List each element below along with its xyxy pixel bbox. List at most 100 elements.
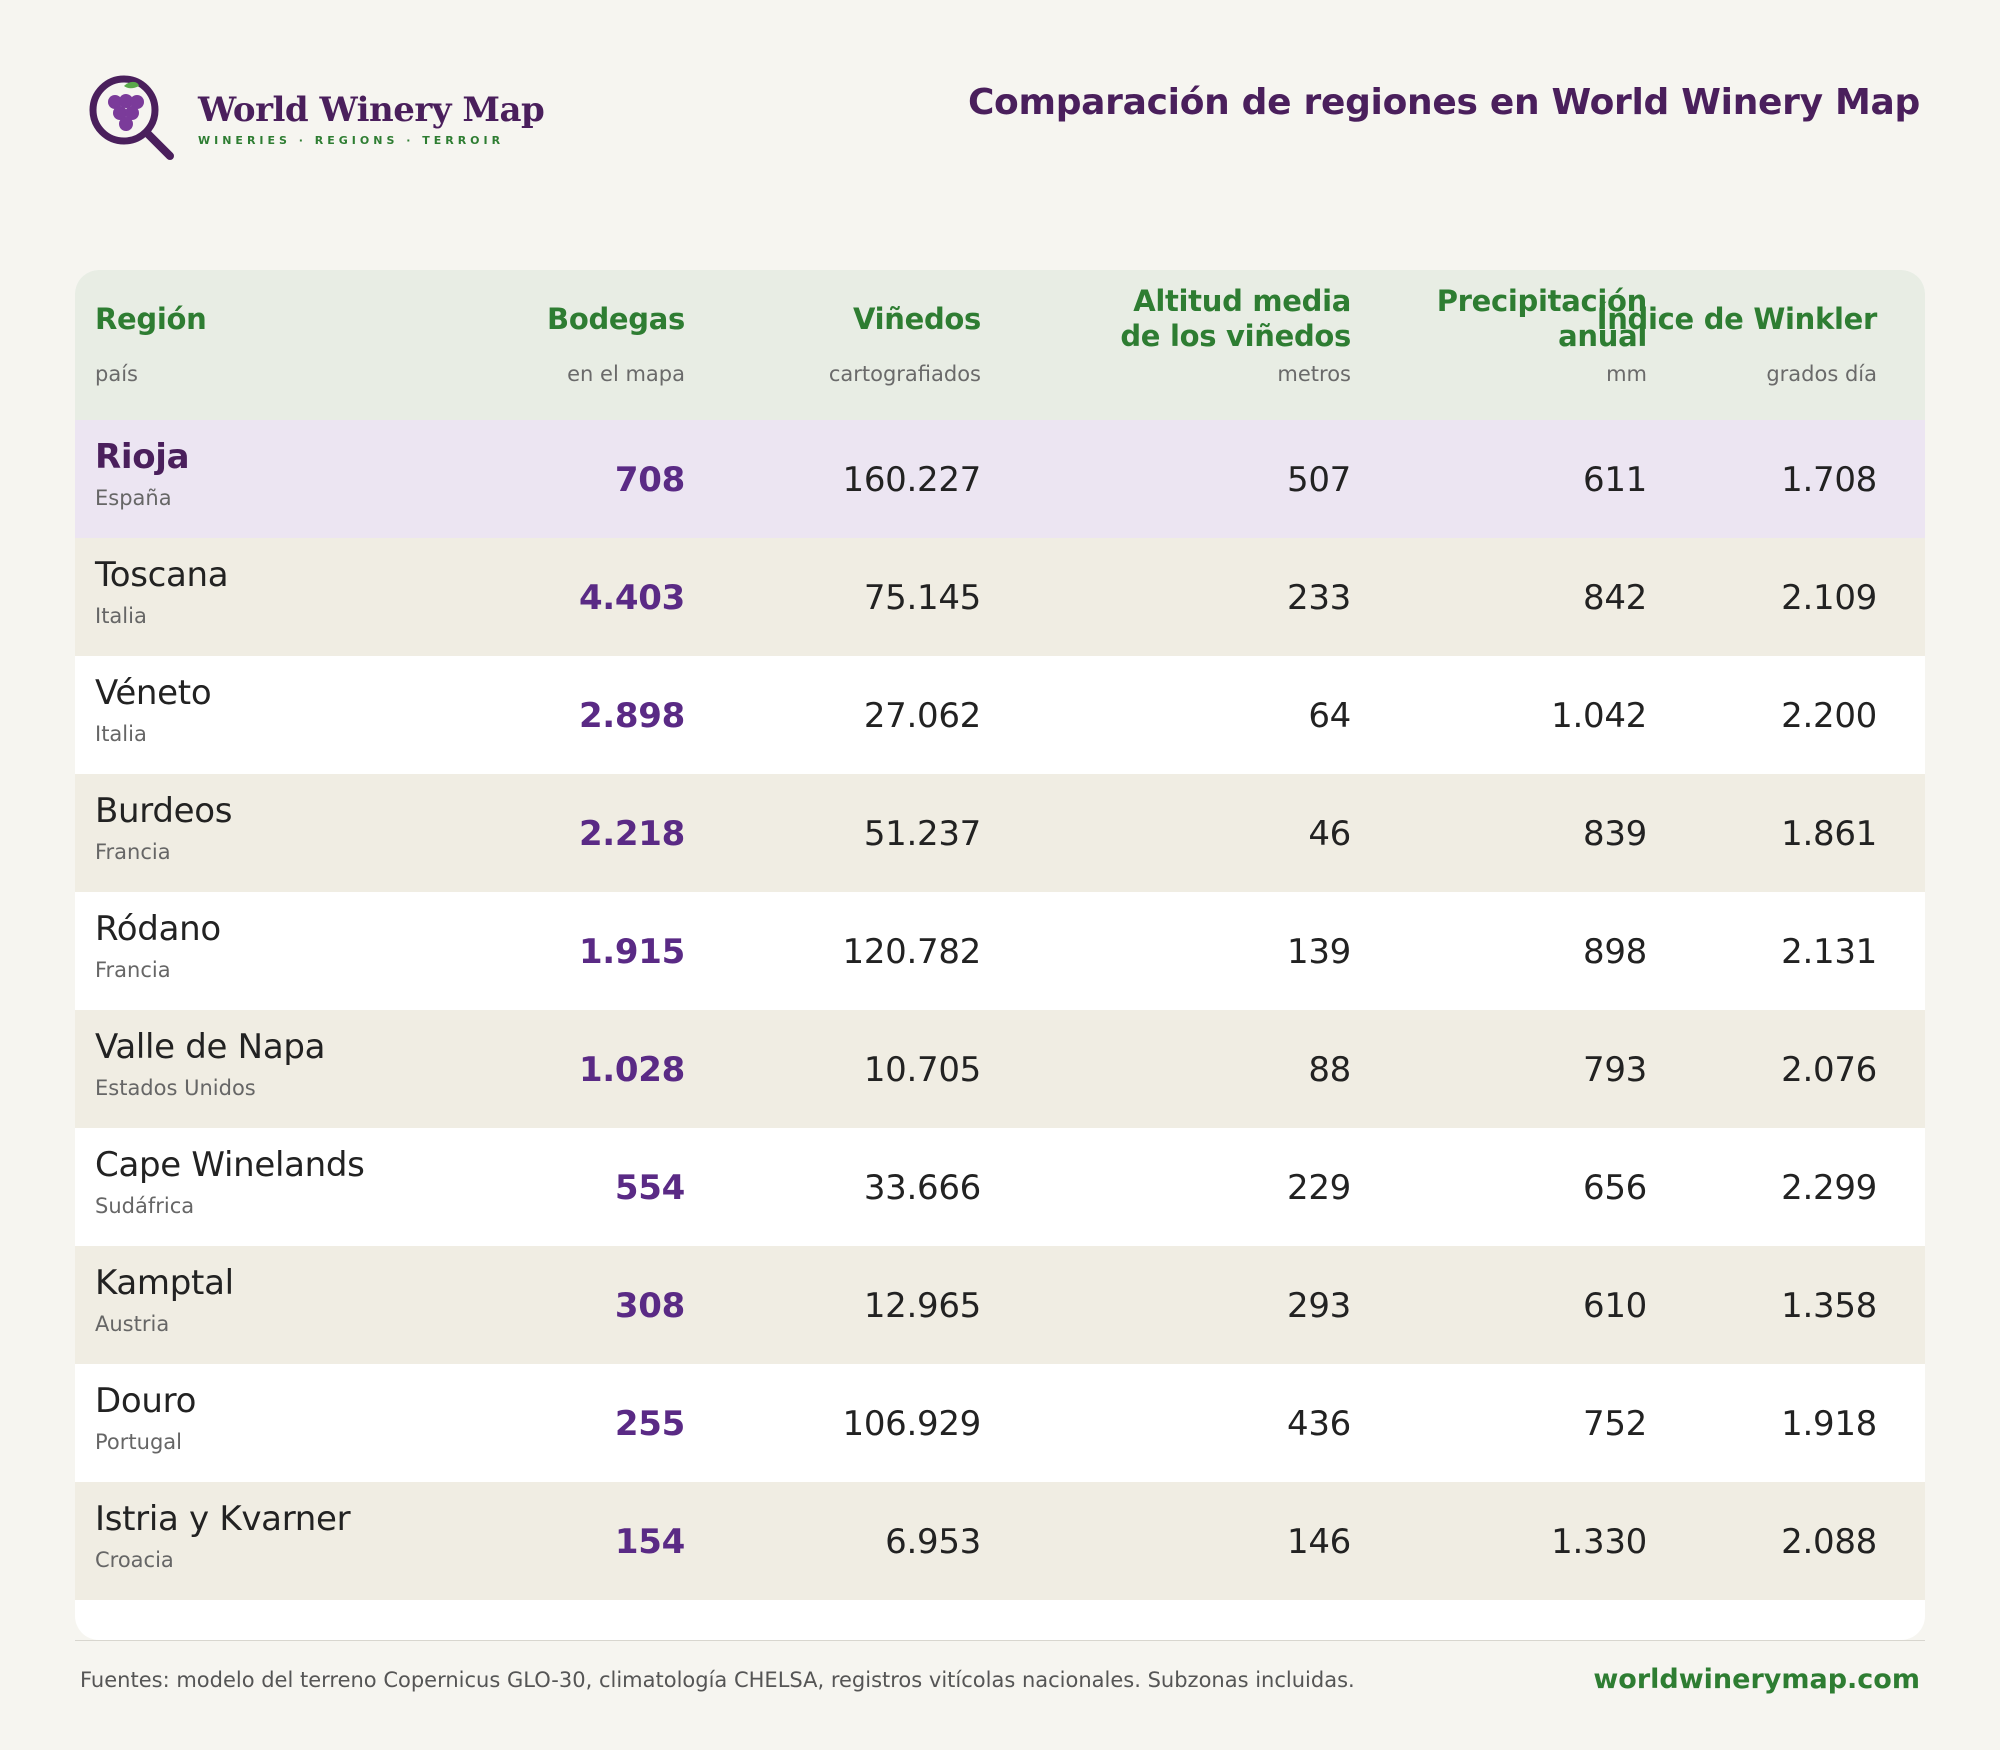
winkler-cell: 2.076: [1781, 1050, 1877, 1090]
column-header-region[interactable]: Región: [95, 302, 207, 336]
altitude-cell: 46: [1308, 814, 1351, 854]
region-name: Istria y Kvarner: [95, 1499, 351, 1539]
table-row[interactable]: Douro Portugal 255 106.929 436 752 1.918: [75, 1364, 1925, 1482]
wineries-cell: 708: [614, 460, 685, 500]
brand-name: World Winery Map: [198, 90, 545, 130]
altitude-cell: 88: [1308, 1050, 1351, 1090]
altitude-cell: 436: [1287, 1404, 1351, 1444]
table-row[interactable]: Toscana Italia 4.403 75.145 233 842 2.109: [75, 538, 1925, 656]
magnifier-grapes-icon: [86, 72, 178, 168]
region-name: Ródano: [95, 909, 221, 949]
brand-tagline: WINERIES · REGIONS · TERROIR: [198, 134, 505, 147]
column-header-precipitation-line1: Precipitación: [1436, 284, 1648, 318]
column-header-vineyards[interactable]: Viñedos: [852, 302, 981, 336]
wineries-cell: 1.915: [578, 932, 685, 972]
altitude-cell: 293: [1287, 1286, 1351, 1326]
wineries-cell: 308: [614, 1286, 685, 1326]
precipitation-cell: 610: [1583, 1286, 1647, 1326]
footer-sources: Fuentes: modelo del terreno Copernicus G…: [80, 1668, 1355, 1692]
wineries-cell: 255: [614, 1404, 685, 1444]
precipitation-cell: 842: [1583, 578, 1647, 618]
vineyards-cell: 160.227: [842, 460, 982, 500]
altitude-cell: 507: [1287, 460, 1351, 500]
comparison-table: Región país Bodegas en el mapa Viñedos c…: [75, 270, 1925, 1640]
table-row[interactable]: Valle de Napa Estados Unidos 1.028 10.705 88…: [75, 1010, 1925, 1128]
region-country: Portugal: [95, 1430, 182, 1454]
column-sub-precipitation: mm: [1606, 362, 1647, 386]
column-header-precipitation[interactable]: Precipitación anual: [1436, 284, 1648, 354]
region-name: Véneto: [95, 673, 212, 713]
column-header-wineries[interactable]: Bodegas: [547, 302, 685, 336]
precipitation-cell: 1.330: [1551, 1522, 1647, 1562]
region-country: Italia: [95, 604, 147, 628]
precipitation-cell: 839: [1583, 814, 1647, 854]
region-country: Italia: [95, 722, 147, 746]
table-row[interactable]: Burdeos Francia 2.218 51.237 46 839 1.861: [75, 774, 1925, 892]
precipitation-cell: 898: [1583, 932, 1647, 972]
region-country: España: [95, 486, 172, 510]
altitude-cell: 64: [1308, 696, 1351, 736]
altitude-cell: 139: [1287, 932, 1351, 972]
column-sub-vineyards: cartografiados: [828, 362, 981, 386]
wineries-cell: 4.403: [578, 578, 685, 618]
precipitation-cell: 611: [1583, 460, 1647, 500]
region-name: Kamptal: [95, 1263, 234, 1303]
vineyards-cell: 27.062: [863, 696, 981, 736]
brand-logo[interactable]: World Winery Map WINERIES · REGIONS · TE…: [86, 72, 545, 172]
region-name: Cape Winelands: [95, 1145, 365, 1185]
region-country: Austria: [95, 1312, 170, 1336]
region-country: Sudáfrica: [95, 1194, 195, 1218]
winkler-cell: 1.861: [1781, 814, 1877, 854]
table-row[interactable]: Ródano Francia 1.915 120.782 139 898 2.131: [75, 892, 1925, 1010]
winkler-cell: 2.299: [1781, 1168, 1877, 1208]
region-name: Rioja: [95, 437, 190, 477]
column-header-altitude-line1: Altitud media: [1133, 284, 1351, 318]
altitude-cell: 229: [1287, 1168, 1351, 1208]
table-row[interactable]: Véneto Italia 2.898 27.062 64 1.042 2.200: [75, 656, 1925, 774]
wineries-cell: 554: [614, 1168, 685, 1208]
column-header-altitude[interactable]: Altitud media de los viñedos: [1120, 284, 1351, 354]
column-header-altitude-line2: de los viñedos: [1120, 319, 1351, 353]
column-sub-winkler: grados día: [1766, 362, 1877, 386]
precipitation-cell: 752: [1583, 1404, 1647, 1444]
wineries-cell: 2.218: [578, 814, 685, 854]
winkler-cell: 2.131: [1781, 932, 1877, 972]
winkler-cell: 1.918: [1781, 1404, 1877, 1444]
precipitation-cell: 793: [1583, 1050, 1647, 1090]
table-header: Región país Bodegas en el mapa Viñedos c…: [75, 270, 1925, 420]
vineyards-cell: 10.705: [863, 1050, 981, 1090]
footer-website-link[interactable]: worldwinerymap.com: [1593, 1664, 1920, 1695]
footer-divider: [75, 1640, 1925, 1641]
vineyards-cell: 6.953: [885, 1522, 981, 1562]
column-sub-region: país: [95, 362, 138, 386]
column-header-winkler[interactable]: Índice de Winkler: [1596, 302, 1878, 336]
winkler-cell: 1.708: [1781, 460, 1877, 500]
vineyards-cell: 75.145: [863, 578, 981, 618]
header: World Winery Map WINERIES · REGIONS · TE…: [86, 72, 1920, 172]
column-header-precipitation-line2: anual: [1558, 319, 1647, 353]
winkler-cell: 2.200: [1781, 696, 1877, 736]
table-row[interactable]: Rioja España 708 160.227 507 611 1.708: [75, 420, 1925, 538]
region-name: Douro: [95, 1381, 197, 1421]
winkler-cell: 1.358: [1781, 1286, 1877, 1326]
vineyards-cell: 106.929: [842, 1404, 982, 1444]
table-row[interactable]: Istria y Kvarner Croacia 154 6.953 146 1.330 2…: [75, 1482, 1925, 1600]
region-country: Croacia: [95, 1548, 174, 1572]
table-row[interactable]: Kamptal Austria 308 12.965 293 610 1.358: [75, 1246, 1925, 1364]
wineries-cell: 154: [614, 1522, 685, 1562]
vineyards-cell: 51.237: [863, 814, 981, 854]
region-name: Valle de Napa: [95, 1027, 326, 1067]
winkler-cell: 2.109: [1781, 578, 1877, 618]
vineyards-cell: 33.666: [863, 1168, 981, 1208]
wineries-cell: 2.898: [578, 696, 685, 736]
column-sub-wineries: en el mapa: [567, 362, 685, 386]
precipitation-cell: 1.042: [1551, 696, 1647, 736]
page-title: Comparación de regiones en World Winery …: [967, 82, 1920, 123]
table-row[interactable]: Cape Winelands Sudáfrica 554 33.666 229 656 2.…: [75, 1128, 1925, 1246]
column-sub-altitude: metros: [1277, 362, 1351, 386]
winkler-cell: 2.088: [1781, 1522, 1877, 1562]
precipitation-cell: 656: [1583, 1168, 1647, 1208]
altitude-cell: 146: [1287, 1522, 1351, 1562]
region-country: Francia: [95, 840, 171, 864]
region-name: Burdeos: [95, 791, 233, 831]
